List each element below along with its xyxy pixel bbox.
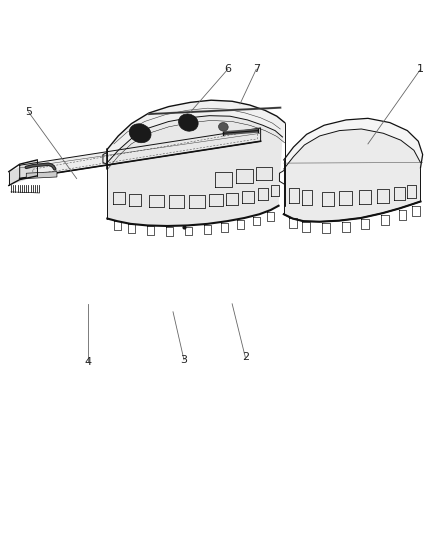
Polygon shape [284,118,423,168]
Polygon shape [107,116,283,226]
Polygon shape [26,172,57,179]
Text: 5: 5 [25,107,32,117]
Polygon shape [20,128,261,179]
Polygon shape [107,100,285,169]
Text: 6: 6 [224,64,231,74]
Ellipse shape [129,124,151,143]
Text: 1: 1 [417,64,424,74]
Polygon shape [9,160,37,185]
Ellipse shape [179,114,198,131]
Text: 3: 3 [180,355,187,365]
Text: 4: 4 [84,358,91,367]
Polygon shape [284,129,420,222]
Text: 7: 7 [253,64,260,74]
Ellipse shape [219,123,228,131]
Text: 2: 2 [242,352,249,362]
